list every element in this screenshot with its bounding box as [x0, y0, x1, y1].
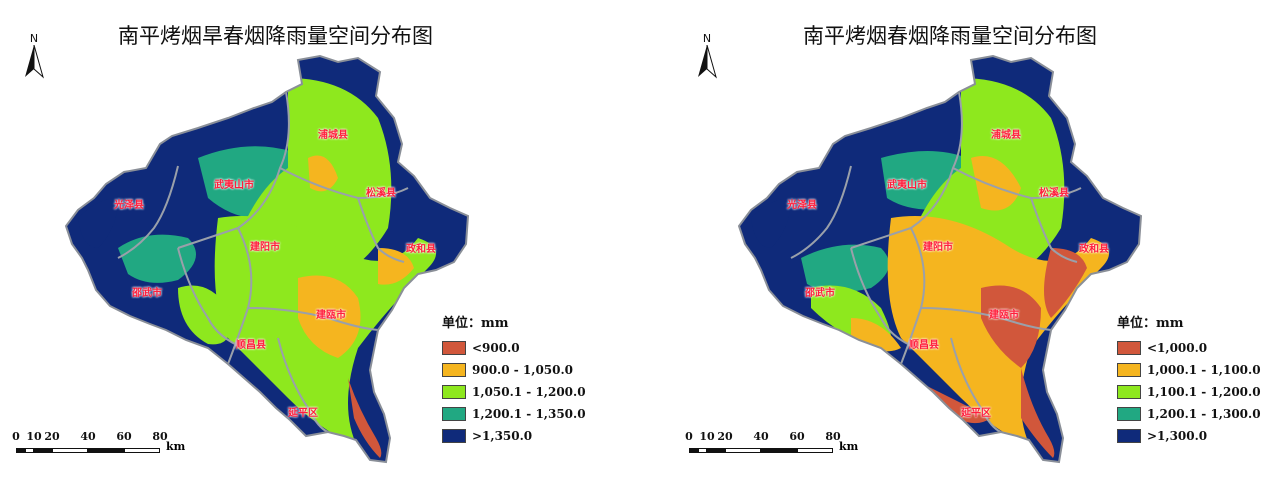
county-label: 延平区: [961, 408, 991, 419]
scale-tick: 60: [116, 430, 132, 443]
north-arrow-glyph: [698, 44, 717, 79]
legend-title: 单位：mm: [1117, 316, 1184, 331]
county-label: 光泽县: [114, 200, 144, 211]
county-label: 建阳市: [250, 242, 280, 253]
map-outline: [737, 54, 1143, 464]
scale-tick: 10: [26, 430, 42, 443]
north-arrow-glyph: [25, 44, 44, 79]
county-label: 浦城县: [318, 130, 348, 141]
north-arrow-icon: N: [22, 32, 46, 82]
county-boundaries: [790, 91, 1082, 433]
legend-label: 1,200.1 - 1,300.0: [1147, 407, 1261, 421]
scale-tick: 20: [717, 430, 733, 443]
county-label: 武夷山市: [214, 180, 254, 191]
legend-label: 900.0 - 1,050.0: [472, 363, 574, 377]
legend-item: >1,300.0: [1117, 425, 1261, 447]
north-arrow-icon: N: [695, 32, 719, 82]
map-panel-left: 南平烤烟旱春烟降雨量空间分布图 N: [0, 0, 634, 478]
legend-swatch: [1117, 407, 1141, 421]
scale-tick: 80: [825, 430, 841, 443]
county-label: 政和县: [406, 244, 436, 255]
legend-swatch: [442, 363, 466, 377]
scale-tick: 40: [753, 430, 769, 443]
county-label: 光泽县: [787, 200, 817, 211]
scale-bar: 0 10 20 40 60 80 km: [12, 430, 202, 458]
scale-tick: 40: [80, 430, 96, 443]
legend-swatch: [442, 341, 466, 355]
legend-label: <900.0: [472, 341, 520, 355]
scale-tick: 60: [789, 430, 805, 443]
legend: 单位：mm <900.0 900.0 - 1,050.0 1,050.1 - 1…: [442, 312, 586, 447]
county-label: 顺昌县: [909, 340, 939, 351]
scale-unit: km: [166, 440, 186, 453]
north-label: N: [29, 32, 39, 45]
scale-tick: 80: [152, 430, 168, 443]
legend: 单位：mm <1,000.0 1,000.1 - 1,100.0 1,100.1…: [1117, 312, 1261, 447]
legend-item: >1,350.0: [442, 425, 586, 447]
legend-swatch: [1117, 363, 1141, 377]
scale-tick: 10: [699, 430, 715, 443]
legend-label: >1,300.0: [1147, 429, 1208, 443]
county-label: 邵武市: [805, 288, 835, 299]
county-label: 松溪县: [366, 188, 396, 199]
legend-label: 1,200.1 - 1,350.0: [472, 407, 586, 421]
legend-item: 1,100.1 - 1,200.0: [1117, 381, 1261, 403]
scale-tick: 0: [12, 430, 20, 443]
legend-item: 1,000.1 - 1,100.0: [1117, 359, 1261, 381]
map-outline: [64, 54, 470, 464]
legend-label: 1,050.1 - 1,200.0: [472, 385, 586, 399]
legend-label: 1,100.1 - 1,200.0: [1147, 385, 1261, 399]
county-label: 浦城县: [991, 130, 1021, 141]
county-label: 延平区: [288, 408, 318, 419]
map-panel-right: 南平烤烟春烟降雨量空间分布图 N: [635, 0, 1269, 478]
scale-tick: 20: [44, 430, 60, 443]
rainfall-zones: [78, 78, 436, 458]
legend-label: <1,000.0: [1147, 341, 1208, 355]
county-boundaries: [117, 91, 409, 433]
legend-item: 900.0 - 1,050.0: [442, 359, 586, 381]
legend-item: <900.0: [442, 337, 586, 359]
legend-swatch: [442, 429, 466, 443]
county-label: 政和县: [1079, 244, 1109, 255]
map-title: 南平烤烟旱春烟降雨量空间分布图: [118, 24, 433, 48]
rainfall-map: [737, 54, 1143, 464]
legend-swatch: [1117, 429, 1141, 443]
legend-item: <1,000.0: [1117, 337, 1261, 359]
map-title: 南平烤烟春烟降雨量空间分布图: [803, 24, 1097, 48]
north-label: N: [702, 32, 712, 45]
legend-item: 1,050.1 - 1,200.0: [442, 381, 586, 403]
legend-item: 1,200.1 - 1,300.0: [1117, 403, 1261, 425]
county-label: 建阳市: [923, 242, 953, 253]
legend-label: >1,350.0: [472, 429, 533, 443]
county-label: 松溪县: [1039, 188, 1069, 199]
legend-swatch: [442, 407, 466, 421]
scale-unit: km: [839, 440, 859, 453]
scale-tick: 0: [685, 430, 693, 443]
county-label: 建瓯市: [316, 310, 346, 321]
legend-swatch: [442, 385, 466, 399]
legend-label: 1,000.1 - 1,100.0: [1147, 363, 1261, 377]
county-label: 邵武市: [132, 288, 162, 299]
legend-swatch: [1117, 341, 1141, 355]
scale-bar: 0 10 20 40 60 80 km: [685, 430, 875, 458]
county-label: 武夷山市: [887, 180, 927, 191]
rainfall-map: [64, 54, 470, 464]
county-label: 顺昌县: [236, 340, 266, 351]
legend-item: 1,200.1 - 1,350.0: [442, 403, 586, 425]
legend-swatch: [1117, 385, 1141, 399]
county-label: 建瓯市: [989, 310, 1019, 321]
legend-title: 单位：mm: [442, 316, 509, 331]
